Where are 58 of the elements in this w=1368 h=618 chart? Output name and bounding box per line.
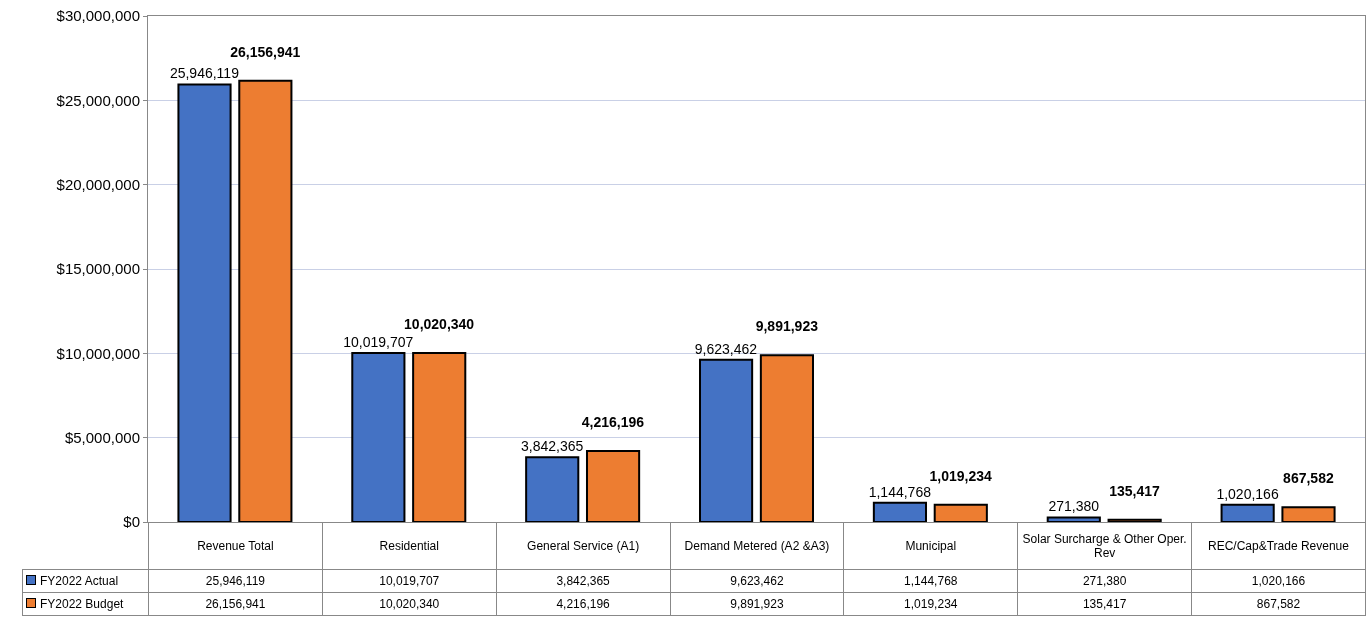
y-tick-label: $10,000,000	[56, 344, 140, 362]
bar	[1107, 518, 1162, 522]
data-label: 25,946,119	[148, 569, 323, 593]
text: 10,020,340	[404, 315, 475, 332]
text: 867,582	[1283, 470, 1334, 487]
bar	[872, 501, 928, 522]
data-label: 10,019,707	[322, 569, 497, 593]
data-label: 1,144,768	[843, 569, 1018, 593]
text: 1,020,166	[1216, 485, 1279, 502]
text: 271,380	[1048, 498, 1099, 515]
data-label: 1,020,166	[1191, 569, 1366, 593]
bar	[177, 83, 232, 522]
bar	[759, 354, 814, 522]
x-tick-label: Demand Metered (A2 &A3)	[670, 522, 844, 570]
bar	[933, 503, 988, 522]
data-label: 271,380	[1017, 569, 1192, 593]
x-tick-label: Residential	[322, 522, 497, 570]
y-tick-label: $5,000,000	[64, 428, 140, 446]
data-label: 9,623,462	[670, 569, 844, 593]
text: 26,156,941	[230, 43, 301, 60]
text: 1,019,234	[929, 467, 992, 484]
bar	[585, 449, 641, 522]
y-tick-label: $25,000,000	[56, 91, 140, 109]
data-label: 135,417	[1017, 592, 1192, 616]
x-tick-label: Municipal	[843, 522, 1018, 570]
text: 25,946,119	[169, 65, 239, 82]
bar	[699, 358, 754, 522]
y-tick-label: $0	[123, 513, 140, 531]
bar	[1220, 503, 1275, 522]
data-label: 10,020,340	[322, 592, 497, 616]
bar	[1046, 516, 1101, 522]
x-tick-label: REC/Cap&Trade Revenue	[1191, 522, 1366, 570]
bar	[525, 456, 580, 522]
legend-label: FY2022 Actual	[22, 569, 149, 593]
data-label: 3,842,365	[496, 569, 671, 593]
bar	[1281, 506, 1336, 522]
y-tick-label: $15,000,000	[56, 260, 140, 278]
text: 10,019,707	[343, 334, 414, 350]
data-label: 9,891,923	[670, 592, 844, 616]
bar	[351, 352, 406, 522]
x-tick-label: Solar Surcharge & Other Oper. Rev	[1017, 522, 1192, 570]
data-label: 1,019,234	[843, 592, 1018, 616]
data-label: 4,216,196	[496, 592, 671, 616]
data-label: 867,582	[1191, 592, 1366, 616]
bar	[412, 351, 467, 522]
text: 4,216,196	[581, 413, 645, 430]
y-tick-label: $30,000,000	[56, 7, 140, 25]
legend-label: FY2022 Budget	[22, 592, 149, 616]
text: 3,842,365	[520, 438, 584, 455]
text: 9,891,923	[755, 317, 818, 334]
x-tick-label: Revenue Total	[148, 522, 323, 570]
text: 135,417	[1109, 482, 1160, 499]
text: 1,144,768	[868, 483, 931, 500]
data-label: 26,156,941	[148, 592, 323, 616]
y-tick-label: $20,000,000	[56, 175, 140, 193]
text: 9,623,462	[694, 340, 758, 357]
x-tick-label: General Service (A1)	[496, 522, 671, 570]
bar	[238, 79, 293, 522]
